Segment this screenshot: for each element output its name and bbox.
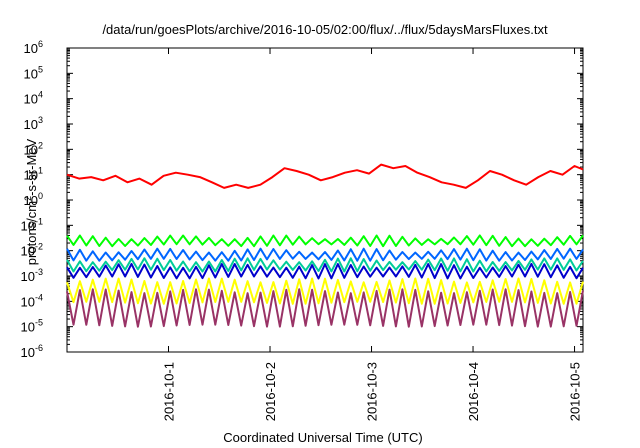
y-tick-label: 103 — [24, 115, 43, 132]
series-line-0 — [66, 163, 584, 189]
y-tick-label: 10-5 — [21, 318, 43, 335]
series-line-3 — [66, 257, 584, 273]
plot-frame — [66, 47, 584, 353]
y-axis-label: protons/cm2-s-sr-MeV — [23, 138, 39, 265]
y-tick-label: 10-4 — [21, 292, 43, 309]
y-tick-label: 10-1 — [21, 216, 43, 233]
series-line-2 — [66, 247, 584, 262]
series-line-1 — [66, 234, 584, 248]
plot-area: 10-6 10-5 10-4 10-3 10-2 10-1 100 101 102 103 104 1… — [21, 39, 584, 421]
y-tick-label: 10-6 — [21, 343, 43, 360]
y-tick-label: 100 — [24, 191, 43, 208]
series-line-4 — [66, 262, 584, 280]
x-tick-label: 2016-10-1 — [162, 362, 177, 421]
y-tick-label: 105 — [24, 64, 43, 81]
x-tick-label: 2016-10-3 — [365, 362, 380, 421]
x-tick-label: 2016-10-2 — [263, 362, 278, 421]
y-tick-label: 106 — [24, 39, 43, 56]
x-tick-label: 2016-10-5 — [568, 362, 583, 421]
x-axis-label: Coordinated Universal Time (UTC) — [223, 430, 422, 445]
series-line-6 — [66, 288, 584, 328]
y-tick-label: 10-2 — [21, 242, 43, 259]
y-tick-label: 10-3 — [21, 267, 43, 284]
series-line-5 — [66, 277, 584, 305]
y-tick-label: 102 — [24, 140, 43, 157]
y-tick-label: 104 — [24, 90, 43, 107]
chart-title: /data/run/goesPlots/archive/2016-10-05/0… — [102, 22, 548, 37]
y-tick-label: 101 — [24, 166, 43, 183]
x-tick-label: 2016-10-4 — [466, 362, 481, 421]
